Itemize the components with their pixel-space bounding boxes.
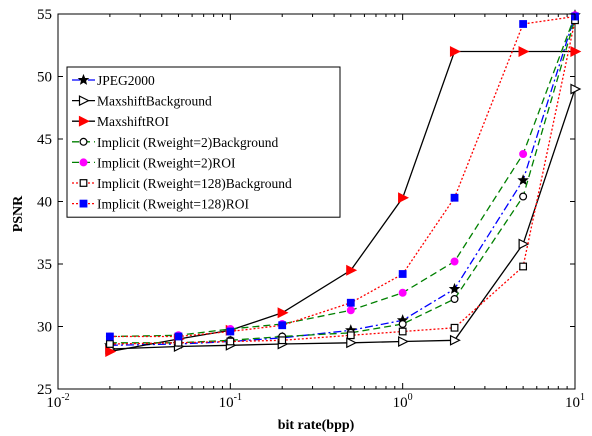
- data-point: [346, 331, 355, 340]
- data-point: [519, 150, 528, 159]
- data-point: [278, 321, 287, 330]
- legend-label: Implicit (Rweight=128)Background: [97, 176, 292, 191]
- y-tick-label: 50: [37, 70, 52, 86]
- series-layer: [104, 9, 582, 357]
- axis-ticks: 25 30 35 40 45 50 55 10-2 10-1 100 101: [37, 7, 585, 411]
- data-point: [519, 192, 528, 201]
- y-axis-title: PSNR: [11, 195, 26, 232]
- data-point: [449, 334, 461, 346]
- data-point: [105, 346, 117, 357]
- x-tick-label: 10-2: [46, 392, 69, 411]
- data-point: [398, 288, 407, 297]
- data-point: [346, 264, 358, 276]
- data-point: [570, 46, 582, 57]
- data-point: [518, 46, 530, 57]
- legend-marker: [79, 158, 88, 167]
- legend-entry: Implicit (Rweight=2)ROI: [72, 155, 236, 170]
- legend-label: JPEG2000: [97, 73, 155, 88]
- y-tick-label: 35: [37, 257, 52, 273]
- series-7: [105, 12, 579, 341]
- x-tick-label: 100: [393, 392, 413, 411]
- data-point: [450, 257, 459, 266]
- data-point: [517, 174, 529, 186]
- legend-entry: Implicit (Rweight=2)Background: [72, 135, 278, 150]
- y-tick-label: 40: [37, 195, 52, 211]
- legend-marker: [78, 115, 90, 127]
- data-point: [519, 20, 528, 28]
- y-tick-label: 45: [37, 132, 52, 148]
- series-6: [105, 16, 579, 348]
- legend-entry: Implicit (Rweight=128)Background: [72, 176, 292, 191]
- legend-label: Implicit (Rweight=128)ROI: [97, 197, 249, 212]
- legend-marker: [79, 199, 88, 208]
- data-point: [449, 46, 461, 57]
- data-point: [105, 332, 114, 341]
- data-point: [226, 327, 235, 336]
- data-point: [105, 340, 114, 348]
- data-point: [448, 282, 461, 294]
- series-3: [105, 46, 582, 357]
- legend-box: [66, 66, 341, 218]
- data-point: [570, 83, 582, 95]
- legend-marker: [78, 95, 90, 107]
- data-point: [226, 337, 235, 346]
- legend-entry: MaxshiftBackground: [72, 94, 212, 109]
- data-point: [450, 323, 459, 332]
- x-tick-label: 10-1: [219, 392, 242, 411]
- data-point: [278, 336, 287, 345]
- data-point: [518, 238, 530, 250]
- data-point: [398, 336, 410, 347]
- data-point: [398, 270, 407, 278]
- legend-marker: [79, 179, 88, 187]
- legend-marker: [79, 137, 88, 146]
- data-point: [450, 193, 459, 202]
- legend-label: MaxshiftBackground: [97, 94, 212, 109]
- y-tick-label: 30: [37, 320, 52, 336]
- legend-label: Implicit (Rweight=2)Background: [97, 135, 278, 150]
- data-point: [398, 327, 407, 336]
- legend-entry: MaxshiftROI: [72, 114, 170, 129]
- data-point: [450, 295, 459, 304]
- series-line: [109, 18, 576, 344]
- legend-label: MaxshiftROI: [97, 114, 170, 129]
- legend: JPEG2000 MaxshiftBackground MaxshiftROI Imp…: [66, 66, 341, 218]
- data-point: [519, 262, 528, 271]
- data-point: [398, 192, 410, 204]
- data-point: [174, 338, 183, 347]
- legend-marker: [77, 73, 90, 85]
- legend-entry: JPEG2000: [72, 73, 155, 88]
- y-tick-label: 55: [37, 7, 52, 23]
- data-point: [346, 337, 358, 349]
- legend-label: Implicit (Rweight=2)ROI: [97, 155, 236, 170]
- y-tick-label: 25: [37, 382, 52, 398]
- data-point: [277, 307, 289, 319]
- x-axis-title: bit rate(bpp): [278, 418, 355, 433]
- data-point: [346, 298, 355, 307]
- legend-entry: Implicit (Rweight=128)ROI: [72, 197, 249, 212]
- x-tick-label: 101: [565, 392, 585, 411]
- data-point: [398, 320, 407, 329]
- data-point: [174, 332, 183, 341]
- data-point: [346, 306, 355, 315]
